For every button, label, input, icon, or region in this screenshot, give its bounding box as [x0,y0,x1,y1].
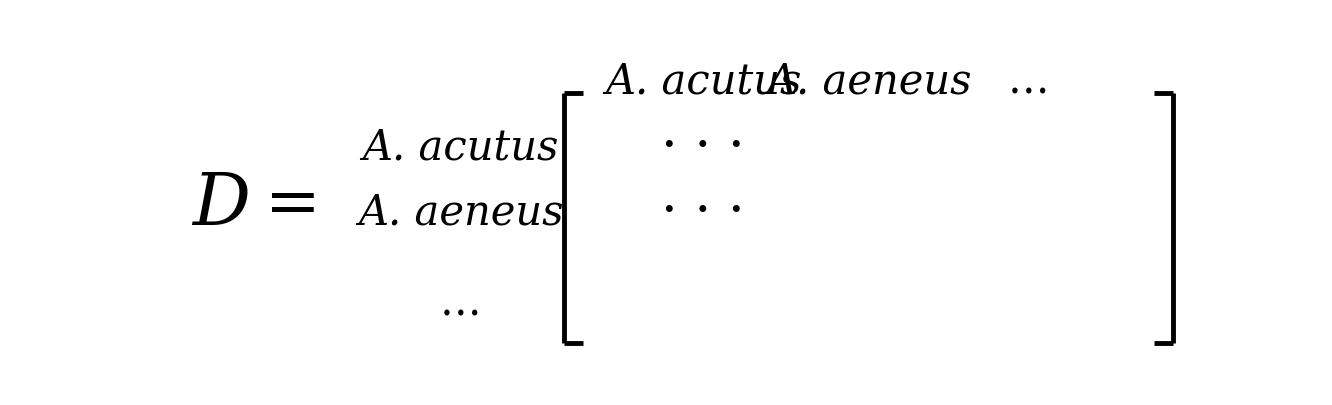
Text: …: … [1007,60,1050,102]
Text: =: = [265,172,320,237]
Text: …: … [440,282,482,324]
Text: A. aeneus: A. aeneus [766,60,971,102]
Text: · · ·: · · · [662,122,745,172]
Text: A. acutus: A. acutus [362,126,559,168]
Text: D: D [192,169,250,240]
Text: · · ·: · · · [662,187,745,238]
Text: A. acutus: A. acutus [605,60,802,102]
Text: A. aeneus: A. aeneus [358,192,563,233]
